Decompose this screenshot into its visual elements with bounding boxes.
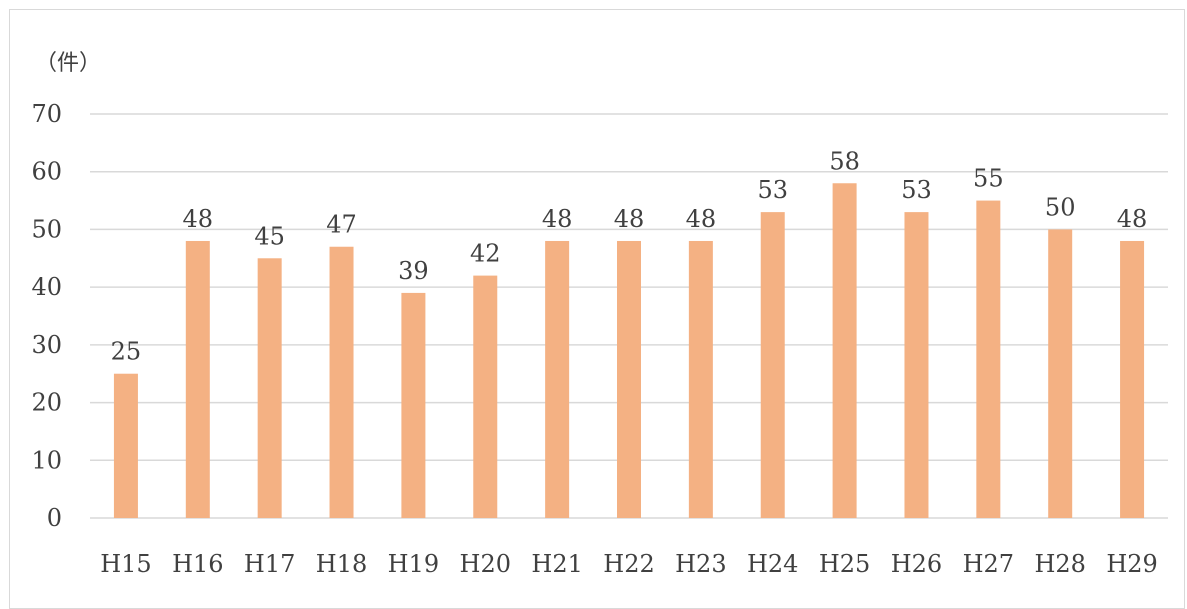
data-label-H16: 48 <box>183 205 214 233</box>
data-label-H20: 42 <box>470 240 501 268</box>
data-label-H24: 53 <box>757 176 788 204</box>
bar-H27 <box>976 200 1001 519</box>
y-tick-label: 10 <box>31 446 62 474</box>
x-tick-label-H23: H23 <box>675 550 726 578</box>
bar-H22 <box>617 240 641 518</box>
y-tick-label: 60 <box>31 158 62 186</box>
bar-H20 <box>473 275 498 518</box>
y-axis-ticks: 0 10 20 30 40 50 60 70 <box>31 100 62 532</box>
bar-H24 <box>760 212 785 518</box>
data-label-H17: 45 <box>254 222 285 250</box>
x-tick-label-H28: H28 <box>1034 550 1085 578</box>
x-tick-label-H27: H27 <box>963 550 1014 578</box>
data-label-H18: 47 <box>326 211 357 239</box>
y-tick-label: 40 <box>31 273 62 301</box>
x-tick-label-H18: H18 <box>316 550 367 578</box>
x-tick-label-H20: H20 <box>460 550 511 578</box>
data-label-H26: 53 <box>901 176 932 204</box>
bar-H25 <box>832 183 857 518</box>
x-tick-label-H26: H26 <box>891 550 942 578</box>
x-tick-label-H29: H29 <box>1106 550 1157 578</box>
x-axis-ticks: H15 H16 H17 H18 H19 H20 H21 H22 H23 H24 H25 H26 H27 H… <box>100 550 1158 578</box>
data-label-H29: 48 <box>1117 205 1148 233</box>
x-tick-label-H22: H22 <box>603 550 654 578</box>
data-labels: 25 48 45 47 39 42 48 48 48 53 58 53 55 50 48 <box>111 147 1148 365</box>
y-tick-label: 0 <box>47 504 62 532</box>
data-label-H19: 39 <box>398 257 429 285</box>
bar-H19 <box>401 292 426 518</box>
unit-label: （件） <box>35 51 101 76</box>
bar-H16 <box>185 240 210 518</box>
bar-chart: （件） 0 10 20 30 40 50 60 70 25 48 45 47 39 42 48 48 48 53… <box>31 51 1168 578</box>
x-tick-label-H24: H24 <box>747 550 798 578</box>
data-label-H21: 48 <box>542 205 573 233</box>
x-tick-label-H17: H17 <box>244 550 295 578</box>
x-tick-label-H21: H21 <box>531 550 582 578</box>
x-tick-label-H25: H25 <box>819 550 870 578</box>
x-tick-label-H16: H16 <box>172 550 223 578</box>
bar-H26 <box>904 212 929 518</box>
y-tick-label: 30 <box>31 331 62 359</box>
data-label-H28: 50 <box>1045 193 1076 221</box>
data-label-H25: 58 <box>829 147 860 175</box>
y-tick-label: 70 <box>31 100 62 128</box>
y-tick-label: 50 <box>31 215 62 243</box>
bar-H15 <box>113 373 138 518</box>
data-label-H15: 25 <box>111 338 142 366</box>
y-tick-label: 20 <box>31 389 62 417</box>
data-label-H23: 48 <box>686 205 717 233</box>
x-tick-label-H19: H19 <box>388 550 439 578</box>
bar-H23 <box>688 240 713 518</box>
bars <box>113 183 1145 519</box>
bar-H17 <box>257 258 282 518</box>
bar-H21 <box>545 240 570 518</box>
data-label-H27: 55 <box>973 165 1004 193</box>
bar-H29 <box>1120 240 1145 518</box>
data-label-H22: 48 <box>614 205 645 233</box>
bar-H28 <box>1048 229 1073 518</box>
x-tick-label-H15: H15 <box>100 550 151 578</box>
bar-H18 <box>329 246 354 518</box>
